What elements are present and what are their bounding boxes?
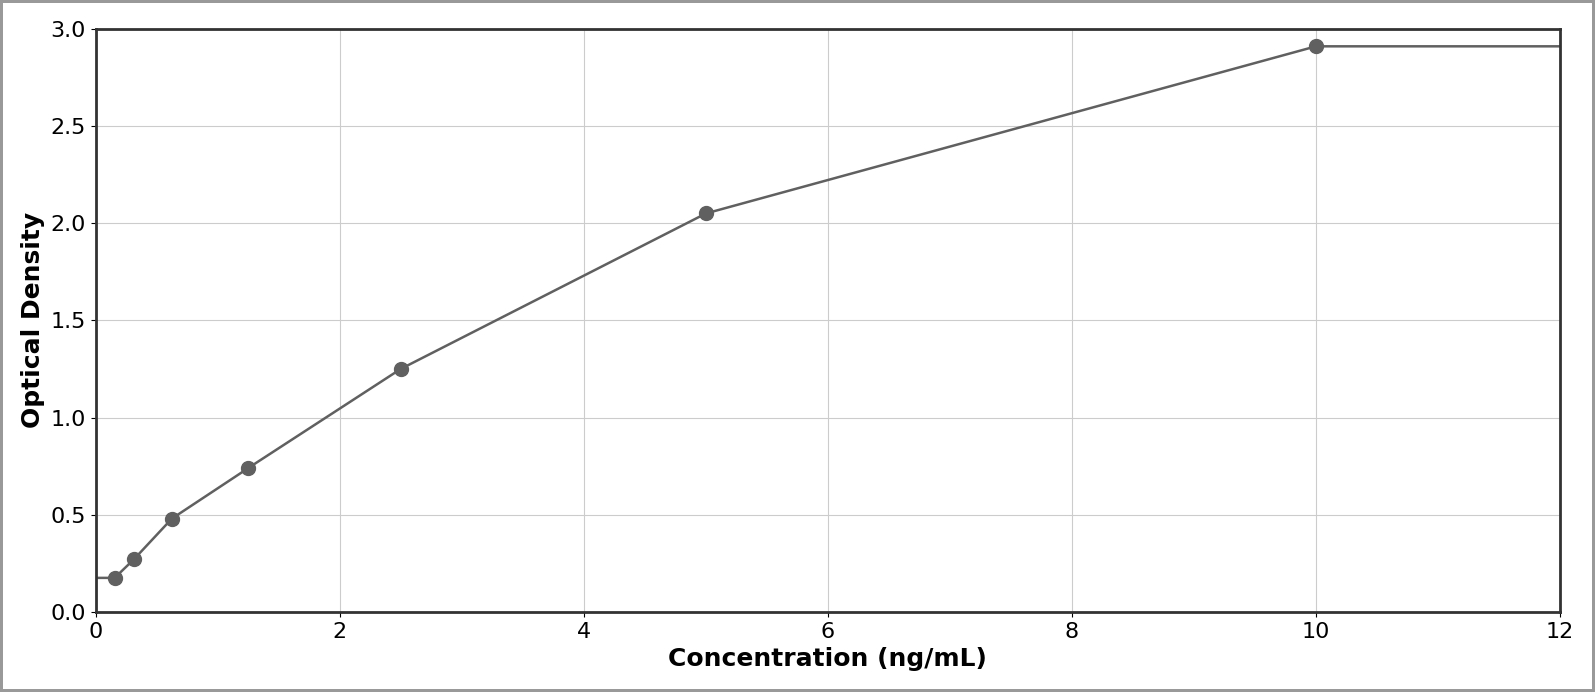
Point	[236, 462, 262, 473]
Point	[1303, 41, 1329, 52]
Point	[388, 363, 413, 374]
Point	[160, 513, 185, 524]
Point	[694, 208, 719, 219]
X-axis label: Concentration (ng/mL): Concentration (ng/mL)	[668, 647, 987, 671]
Y-axis label: Optical Density: Optical Density	[21, 212, 45, 428]
Point	[121, 554, 147, 565]
Point	[102, 572, 128, 583]
